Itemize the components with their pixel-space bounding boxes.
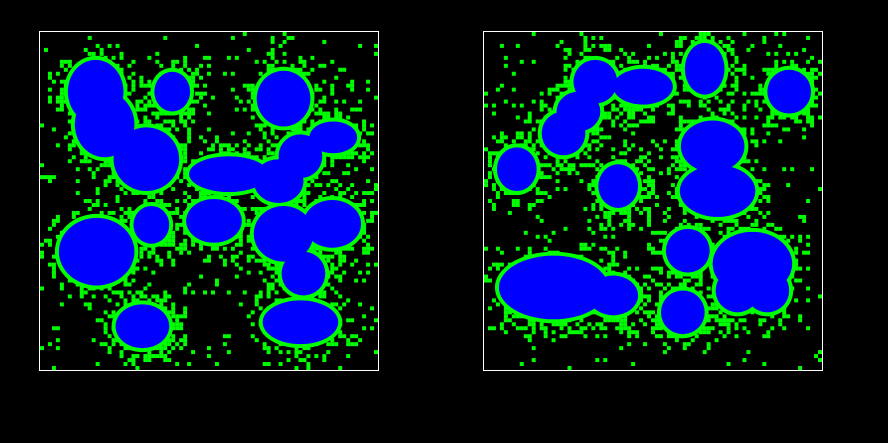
blob: [262, 300, 339, 345]
blob: [613, 68, 673, 105]
blob: [767, 69, 812, 114]
blob: [679, 165, 756, 217]
blob: [680, 120, 745, 173]
blob: [189, 156, 269, 193]
blob: [588, 275, 639, 316]
right-segmentation-map: [484, 32, 822, 370]
blob: [665, 228, 710, 273]
blob: [281, 251, 326, 296]
blob: [133, 205, 170, 244]
blob: [498, 255, 609, 320]
blob: [186, 199, 242, 243]
blob: [58, 217, 135, 286]
blob: [660, 290, 705, 335]
blob-fills: [58, 59, 362, 349]
blob-fills: [496, 42, 812, 335]
blob: [598, 164, 639, 208]
blob: [309, 121, 358, 154]
blob: [113, 127, 180, 192]
blob: [496, 147, 537, 192]
blob: [253, 159, 304, 203]
blob: [256, 70, 311, 127]
blob: [684, 42, 725, 95]
blob: [154, 71, 191, 112]
blob: [115, 304, 170, 349]
blob: [253, 205, 314, 262]
blob: [67, 59, 124, 124]
blob: [715, 268, 760, 313]
right-segmentation-panel: [483, 31, 823, 371]
left-segmentation-map: [40, 32, 378, 370]
blob: [303, 200, 362, 248]
left-segmentation-panel: [39, 31, 379, 371]
blob: [541, 111, 586, 156]
